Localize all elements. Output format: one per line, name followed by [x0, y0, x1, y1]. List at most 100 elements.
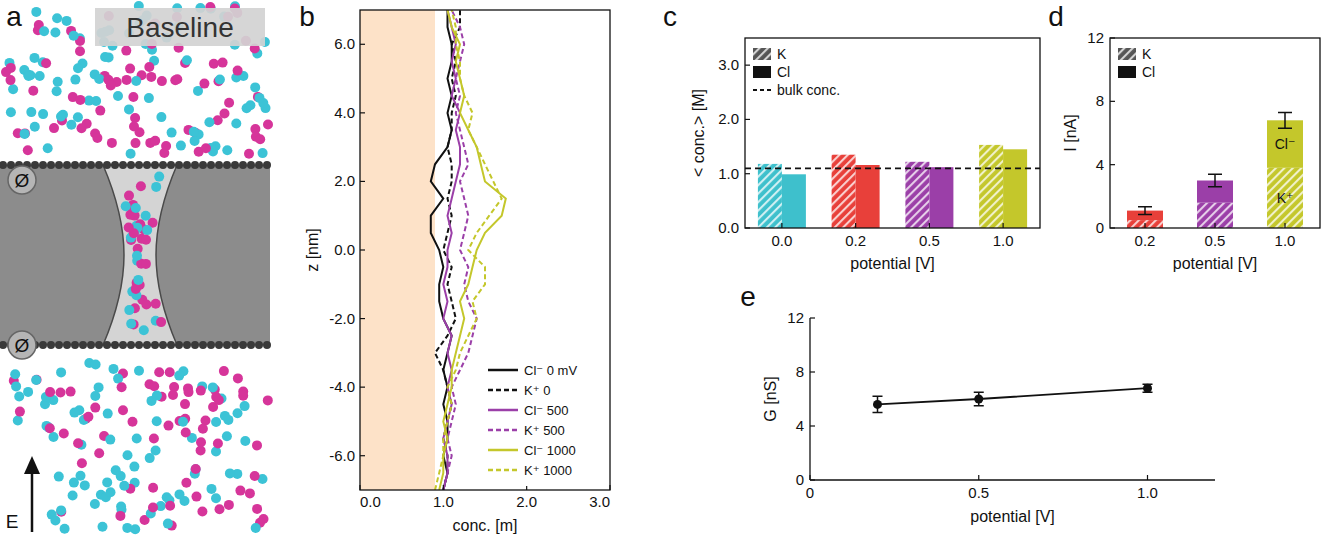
legend-swatch [488, 369, 518, 372]
legend-swatch [753, 66, 771, 78]
ion [94, 74, 104, 84]
y-tick-label: 0 [796, 471, 804, 488]
legend-box [482, 358, 606, 486]
bar [832, 155, 856, 228]
ion [15, 407, 25, 417]
bead [135, 161, 143, 169]
y-tick [360, 44, 365, 45]
ion [107, 138, 117, 148]
ion [116, 502, 126, 512]
error-bar [1278, 112, 1292, 128]
ion [73, 438, 83, 448]
bead [0, 161, 7, 169]
bead [71, 161, 79, 169]
ion [175, 489, 185, 499]
ion [124, 104, 134, 114]
frame [745, 38, 1040, 228]
ion [50, 28, 60, 38]
bead [111, 341, 119, 349]
bead [39, 341, 47, 349]
ion [215, 504, 225, 514]
bead [79, 161, 87, 169]
ion [167, 128, 177, 138]
ion [31, 7, 41, 17]
ion [222, 431, 232, 441]
ion [35, 71, 45, 81]
ion [148, 483, 158, 493]
ion [128, 92, 138, 102]
ion [125, 64, 135, 74]
y-tick [745, 173, 750, 174]
bead [263, 341, 271, 349]
ion [152, 391, 162, 401]
ion [39, 26, 49, 36]
point [974, 395, 983, 404]
x-tick [1214, 223, 1215, 228]
ion [255, 134, 265, 144]
field-arrow [31, 470, 34, 532]
ion [207, 484, 217, 494]
bead [63, 161, 71, 169]
ion [113, 91, 123, 101]
y-tick-label: 4 [1096, 156, 1104, 173]
ion [20, 129, 30, 139]
ion [49, 123, 59, 133]
ion [95, 106, 105, 116]
field-label: E [6, 511, 19, 532]
legend-swatch [488, 429, 518, 432]
ion [154, 172, 164, 182]
bead [31, 161, 39, 169]
ion [109, 364, 119, 374]
ion [115, 511, 125, 521]
bead [199, 341, 207, 349]
ion [215, 75, 225, 85]
bead [79, 341, 87, 349]
y-tick-label: -2.0 [329, 310, 355, 327]
ion [66, 387, 76, 397]
bar [782, 174, 806, 228]
ion [219, 366, 229, 376]
ion [90, 499, 100, 509]
y-tick-label: 0.0 [718, 219, 739, 236]
bar [1127, 220, 1163, 228]
ion [131, 138, 141, 148]
x-tick-label: 1.0 [1275, 232, 1296, 249]
error-bar [873, 396, 883, 412]
legend-swatch [1118, 48, 1136, 60]
bead [47, 161, 55, 169]
ion [151, 299, 161, 309]
ion [73, 112, 83, 122]
ion [56, 388, 66, 398]
y-axis-title: G [nS] [762, 376, 779, 421]
ion [169, 382, 179, 392]
y-tick [810, 371, 815, 372]
ion [59, 429, 69, 439]
ion [255, 93, 265, 103]
ion [190, 136, 200, 146]
ion [191, 464, 201, 474]
ion [133, 275, 143, 285]
ion [245, 488, 255, 498]
ion [32, 375, 42, 385]
ion [233, 373, 243, 383]
x-axis-title: potential [V] [850, 255, 935, 272]
bead [143, 341, 151, 349]
ion [23, 387, 33, 397]
ion [149, 381, 159, 391]
ion [45, 423, 55, 433]
panel-letter: d [1048, 1, 1064, 32]
ion [94, 382, 104, 392]
ion [113, 374, 123, 384]
legend-label: K⁺ 1000 [524, 463, 572, 478]
x-tick-label: 1.0 [433, 493, 454, 510]
frame [360, 10, 610, 490]
x-axis-title: conc. [m] [453, 517, 518, 534]
ion [24, 71, 34, 81]
ion [151, 182, 161, 192]
x-tick [1003, 223, 1004, 228]
x-tick-label: 0.0 [771, 232, 792, 249]
bead [183, 341, 191, 349]
x-tick-label: 1.0 [1137, 484, 1158, 501]
ion [211, 493, 221, 503]
ion [128, 417, 138, 427]
